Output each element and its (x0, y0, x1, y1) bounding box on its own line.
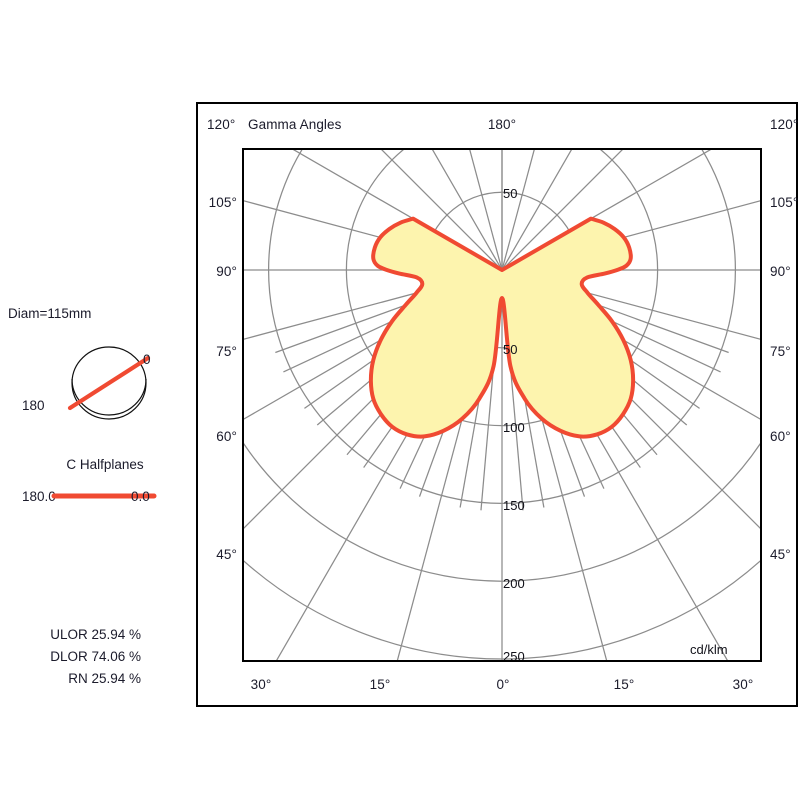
luminaire-axis-start-label: 180 (22, 398, 45, 413)
gamma-label-right-105: 105° (770, 195, 799, 210)
angular-grid-rays (244, 150, 760, 660)
halfplane-left-value: 180.0 (22, 489, 56, 504)
gamma-label-bottom-30-right: 30° (732, 677, 754, 692)
stat-dlor: DLOR 74.06 % (50, 649, 141, 664)
halfplane-legend-svg (51, 493, 157, 499)
luminaire-c-axis-line (67, 355, 151, 411)
radial-label-250: 250 (503, 649, 525, 662)
gamma-label-top-center: 180° (487, 117, 517, 132)
gamma-label-bottom-0: 0° (496, 677, 510, 692)
gamma-label-left-105: 105° (208, 195, 237, 210)
luminous-intensity-curve (368, 216, 636, 439)
gamma-label-left-60: 60° (216, 429, 237, 444)
halfplanes-title: C Halfplanes (66, 457, 144, 472)
polar-plot-area: 50 50 100 150 200 250 cd/klm (242, 148, 762, 662)
units-label: cd/klm (690, 642, 728, 657)
gamma-label-right-60: 60° (770, 429, 791, 444)
radial-label-50: 50 (503, 342, 518, 357)
stat-rn: RN 25.94 % (68, 671, 141, 686)
gamma-label-top-left: 120° (207, 117, 236, 132)
halfplane-right-value: 0.0 (131, 489, 150, 504)
gamma-label-bottom-30-left: 30° (250, 677, 272, 692)
polar-grid-group (244, 150, 760, 660)
polar-plot-svg (244, 150, 760, 660)
halfplane-legend-line (40, 488, 170, 504)
radial-label-150: 150 (503, 498, 525, 513)
gamma-label-top-right: 120° (770, 117, 799, 132)
luminaire-orientation-diagram (52, 332, 172, 432)
gamma-label-right-75: 75° (770, 344, 791, 359)
gamma-label-right-45: 45° (770, 547, 791, 562)
gamma-label-left-90: 90° (216, 264, 237, 279)
luminaire-bottom-arc (71, 378, 147, 416)
gamma-label-right-90: 90° (770, 264, 791, 279)
luminaire-sketch-svg (67, 346, 151, 420)
radial-label-100: 100 (503, 420, 525, 435)
stat-ulor: ULOR 25.94 % (50, 627, 141, 642)
radial-label-top-50: 50 (503, 186, 518, 201)
chart-title: Gamma Angles (248, 117, 342, 132)
radial-label-200: 200 (503, 576, 525, 591)
gamma-label-bottom-15-right: 15° (613, 677, 635, 692)
luminaire-axis-end-label: 0 (143, 352, 151, 367)
gamma-label-bottom-15-left: 15° (369, 677, 391, 692)
gamma-label-left-45: 45° (216, 547, 237, 562)
luminaire-diameter-label: Diam=115mm (8, 306, 92, 321)
gamma-label-left-75: 75° (216, 344, 237, 359)
